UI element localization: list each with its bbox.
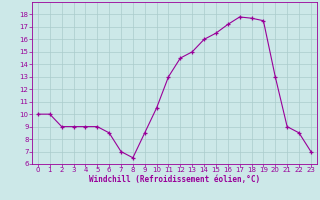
X-axis label: Windchill (Refroidissement éolien,°C): Windchill (Refroidissement éolien,°C) (89, 175, 260, 184)
